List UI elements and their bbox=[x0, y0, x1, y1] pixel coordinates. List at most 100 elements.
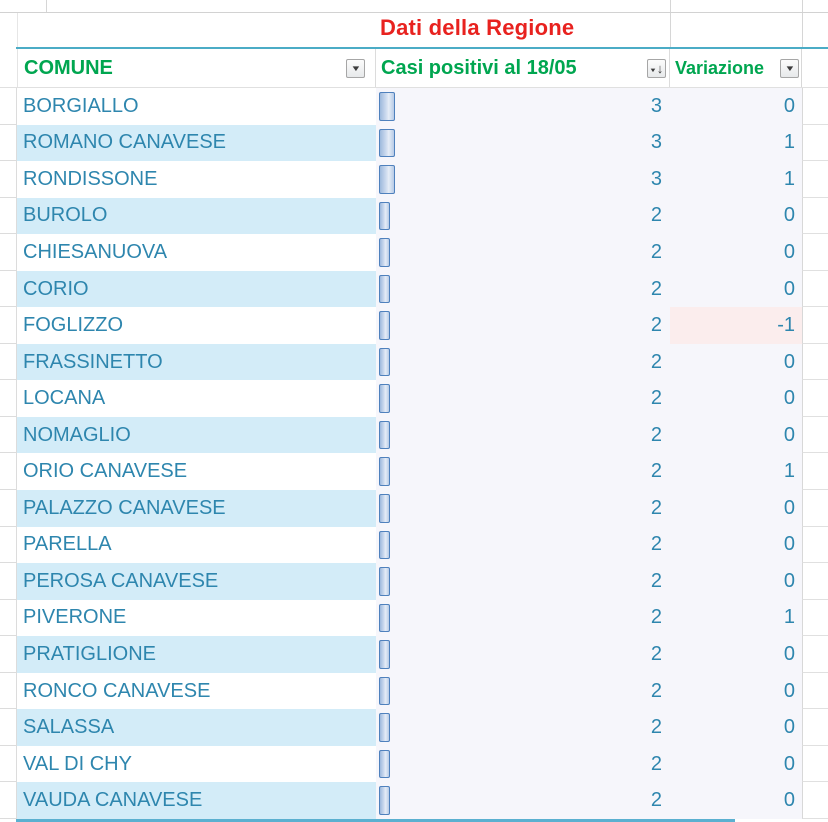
row-margin-cell[interactable] bbox=[0, 161, 17, 198]
row-margin-cell[interactable] bbox=[0, 88, 17, 125]
comune-cell[interactable]: PALAZZO CANAVESE bbox=[17, 490, 376, 527]
row-margin-cell[interactable] bbox=[0, 453, 17, 491]
casi-cell[interactable]: 2 bbox=[376, 307, 670, 344]
row-right-margin-cell[interactable] bbox=[802, 453, 828, 491]
comune-cell[interactable]: BUROLO bbox=[17, 197, 376, 235]
row-margin-cell[interactable] bbox=[0, 636, 17, 673]
casi-cell[interactable]: 2 bbox=[376, 599, 670, 637]
variazione-cell[interactable]: 0 bbox=[670, 672, 802, 710]
column-header-variazione[interactable]: Variazione ▼ bbox=[670, 49, 802, 87]
variazione-cell[interactable]: 1 bbox=[670, 124, 802, 162]
variazione-cell[interactable]: 0 bbox=[670, 709, 802, 746]
comune-cell[interactable]: PIVERONE bbox=[17, 599, 376, 637]
variazione-cell[interactable]: 0 bbox=[670, 745, 802, 783]
variazione-cell[interactable]: 0 bbox=[670, 782, 802, 819]
row-right-margin-cell[interactable] bbox=[802, 636, 828, 673]
column-header-casi[interactable]: Casi positivi al 18/05 ▼ ↓ bbox=[376, 49, 670, 87]
row-margin-cell[interactable] bbox=[0, 270, 17, 308]
comune-cell[interactable]: PARELLA bbox=[17, 526, 376, 564]
variazione-cell[interactable]: 0 bbox=[670, 563, 802, 600]
casi-cell[interactable]: 3 bbox=[376, 88, 670, 125]
casi-cell[interactable]: 2 bbox=[376, 782, 670, 819]
casi-cell[interactable]: 2 bbox=[376, 380, 670, 417]
row-right-margin-cell[interactable] bbox=[802, 197, 828, 235]
casi-cell[interactable]: 3 bbox=[376, 124, 670, 162]
casi-cell[interactable]: 2 bbox=[376, 526, 670, 564]
row-right-margin-cell[interactable] bbox=[802, 490, 828, 527]
variazione-cell[interactable]: 1 bbox=[670, 453, 802, 491]
row-right-margin-cell[interactable] bbox=[802, 599, 828, 637]
casi-cell[interactable]: 2 bbox=[376, 709, 670, 746]
comune-cell[interactable]: RONCO CANAVESE bbox=[17, 672, 376, 710]
comune-cell[interactable]: NOMAGLIO bbox=[17, 416, 376, 454]
casi-cell[interactable]: 2 bbox=[376, 197, 670, 235]
row-right-margin-cell[interactable] bbox=[802, 124, 828, 162]
comune-cell[interactable]: BORGIALLO bbox=[17, 88, 376, 125]
row-margin-cell[interactable] bbox=[0, 745, 17, 783]
casi-cell[interactable]: 2 bbox=[376, 270, 670, 308]
variazione-cell[interactable]: 0 bbox=[670, 416, 802, 454]
row-margin-cell[interactable] bbox=[0, 672, 17, 710]
filter-dropdown-button[interactable]: ▼ bbox=[346, 59, 365, 78]
filter-sorted-button[interactable]: ▼ ↓ bbox=[647, 59, 666, 78]
variazione-cell[interactable]: 0 bbox=[670, 380, 802, 417]
variazione-cell[interactable]: 0 bbox=[670, 234, 802, 271]
casi-cell[interactable]: 2 bbox=[376, 416, 670, 454]
casi-cell[interactable]: 2 bbox=[376, 490, 670, 527]
variazione-cell[interactable]: 0 bbox=[670, 490, 802, 527]
comune-cell[interactable]: VAUDA CANAVESE bbox=[17, 782, 376, 819]
row-right-margin-cell[interactable] bbox=[802, 416, 828, 454]
variazione-cell[interactable]: 0 bbox=[670, 270, 802, 308]
comune-cell[interactable]: RONDISSONE bbox=[17, 161, 376, 198]
row-right-margin-cell[interactable] bbox=[802, 380, 828, 417]
filter-dropdown-button[interactable]: ▼ bbox=[780, 59, 799, 78]
comune-cell[interactable]: ROMANO CANAVESE bbox=[17, 124, 376, 162]
variazione-cell[interactable]: 1 bbox=[670, 161, 802, 198]
row-right-margin-cell[interactable] bbox=[802, 161, 828, 198]
comune-cell[interactable]: PEROSA CANAVESE bbox=[17, 563, 376, 600]
row-right-margin-cell[interactable] bbox=[802, 672, 828, 710]
variazione-cell[interactable]: 0 bbox=[670, 197, 802, 235]
row-right-margin-cell[interactable] bbox=[802, 709, 828, 746]
row-right-margin-cell[interactable] bbox=[802, 234, 828, 271]
casi-cell[interactable]: 2 bbox=[376, 563, 670, 600]
row-margin-cell[interactable] bbox=[0, 709, 17, 746]
comune-cell[interactable]: CHIESANUOVA bbox=[17, 234, 376, 271]
casi-cell[interactable]: 2 bbox=[376, 234, 670, 271]
comune-cell[interactable]: CORIO bbox=[17, 270, 376, 308]
casi-cell[interactable]: 2 bbox=[376, 343, 670, 381]
row-margin-cell[interactable] bbox=[0, 343, 17, 381]
row-right-margin-cell[interactable] bbox=[802, 270, 828, 308]
casi-cell[interactable]: 2 bbox=[376, 453, 670, 491]
row-right-margin-cell[interactable] bbox=[802, 88, 828, 125]
row-margin-cell[interactable] bbox=[0, 563, 17, 600]
row-margin-cell[interactable] bbox=[0, 599, 17, 637]
row-right-margin-cell[interactable] bbox=[802, 782, 828, 819]
row-margin-cell[interactable] bbox=[0, 307, 17, 344]
row-margin-cell[interactable] bbox=[0, 234, 17, 271]
variazione-cell[interactable]: -1 bbox=[670, 307, 802, 344]
comune-cell[interactable]: FRASSINETTO bbox=[17, 343, 376, 381]
column-header-comune[interactable]: COMUNE ▼ bbox=[17, 49, 376, 87]
comune-cell[interactable]: PRATIGLIONE bbox=[17, 636, 376, 673]
comune-cell[interactable]: VAL DI CHY bbox=[17, 745, 376, 783]
comune-cell[interactable]: FOGLIZZO bbox=[17, 307, 376, 344]
comune-cell[interactable]: ORIO CANAVESE bbox=[17, 453, 376, 491]
row-margin-cell[interactable] bbox=[0, 380, 17, 417]
row-right-margin-cell[interactable] bbox=[802, 343, 828, 381]
comune-cell[interactable]: SALASSA bbox=[17, 709, 376, 746]
row-margin-cell[interactable] bbox=[0, 782, 17, 819]
variazione-cell[interactable]: 0 bbox=[670, 88, 802, 125]
variazione-cell[interactable]: 0 bbox=[670, 343, 802, 381]
row-margin-cell[interactable] bbox=[0, 490, 17, 527]
row-right-margin-cell[interactable] bbox=[802, 563, 828, 600]
row-margin-cell[interactable] bbox=[0, 124, 17, 162]
variazione-cell[interactable]: 1 bbox=[670, 599, 802, 637]
variazione-cell[interactable]: 0 bbox=[670, 526, 802, 564]
row-right-margin-cell[interactable] bbox=[802, 745, 828, 783]
variazione-cell[interactable]: 0 bbox=[670, 636, 802, 673]
comune-cell[interactable]: LOCANA bbox=[17, 380, 376, 417]
row-margin-cell[interactable] bbox=[0, 526, 17, 564]
row-margin-cell[interactable] bbox=[0, 197, 17, 235]
casi-cell[interactable]: 2 bbox=[376, 636, 670, 673]
